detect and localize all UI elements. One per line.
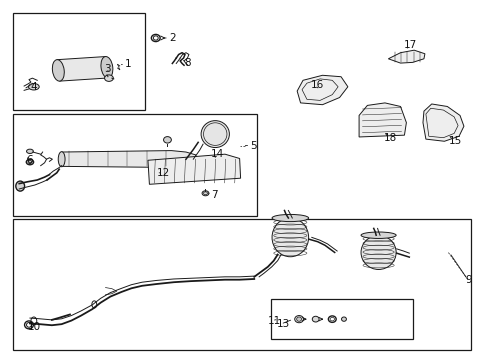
- Ellipse shape: [360, 232, 395, 238]
- Ellipse shape: [312, 316, 319, 322]
- Text: 9: 9: [465, 275, 471, 285]
- Ellipse shape: [271, 218, 308, 257]
- Text: 17: 17: [403, 40, 416, 50]
- Ellipse shape: [16, 181, 24, 191]
- Text: 6: 6: [26, 155, 33, 165]
- Text: 18: 18: [384, 134, 397, 143]
- Ellipse shape: [360, 235, 395, 270]
- Ellipse shape: [58, 152, 65, 167]
- Bar: [13, 13, 144, 110]
- Text: 3: 3: [103, 64, 110, 74]
- Polygon shape: [422, 104, 463, 141]
- Polygon shape: [297, 75, 347, 105]
- Text: 5: 5: [249, 140, 256, 150]
- Polygon shape: [387, 50, 424, 63]
- Ellipse shape: [294, 316, 303, 323]
- Text: 12: 12: [156, 168, 169, 178]
- Text: 13: 13: [276, 319, 289, 329]
- Polygon shape: [358, 103, 406, 137]
- Ellipse shape: [52, 60, 64, 81]
- Polygon shape: [148, 154, 240, 184]
- Text: 8: 8: [184, 58, 190, 68]
- Ellipse shape: [296, 317, 301, 321]
- Text: 11: 11: [267, 316, 281, 325]
- Text: 2: 2: [169, 33, 175, 43]
- Ellipse shape: [163, 136, 171, 143]
- Polygon shape: [61, 150, 195, 167]
- Text: 15: 15: [447, 136, 461, 145]
- Bar: [13, 220, 470, 350]
- Ellipse shape: [341, 317, 346, 321]
- Bar: [271, 299, 412, 338]
- Text: 14: 14: [211, 149, 224, 159]
- Ellipse shape: [28, 84, 39, 90]
- Text: 4: 4: [30, 82, 37, 93]
- Bar: [13, 114, 256, 216]
- Text: 1: 1: [125, 59, 131, 69]
- Ellipse shape: [271, 215, 308, 222]
- Text: 7: 7: [210, 190, 217, 200]
- Ellipse shape: [101, 57, 113, 78]
- Text: 16: 16: [310, 80, 324, 90]
- Polygon shape: [57, 57, 108, 81]
- Text: 10: 10: [28, 322, 41, 332]
- Ellipse shape: [201, 121, 229, 148]
- Ellipse shape: [160, 170, 167, 176]
- Ellipse shape: [202, 191, 208, 196]
- Ellipse shape: [26, 149, 33, 153]
- Circle shape: [104, 75, 113, 81]
